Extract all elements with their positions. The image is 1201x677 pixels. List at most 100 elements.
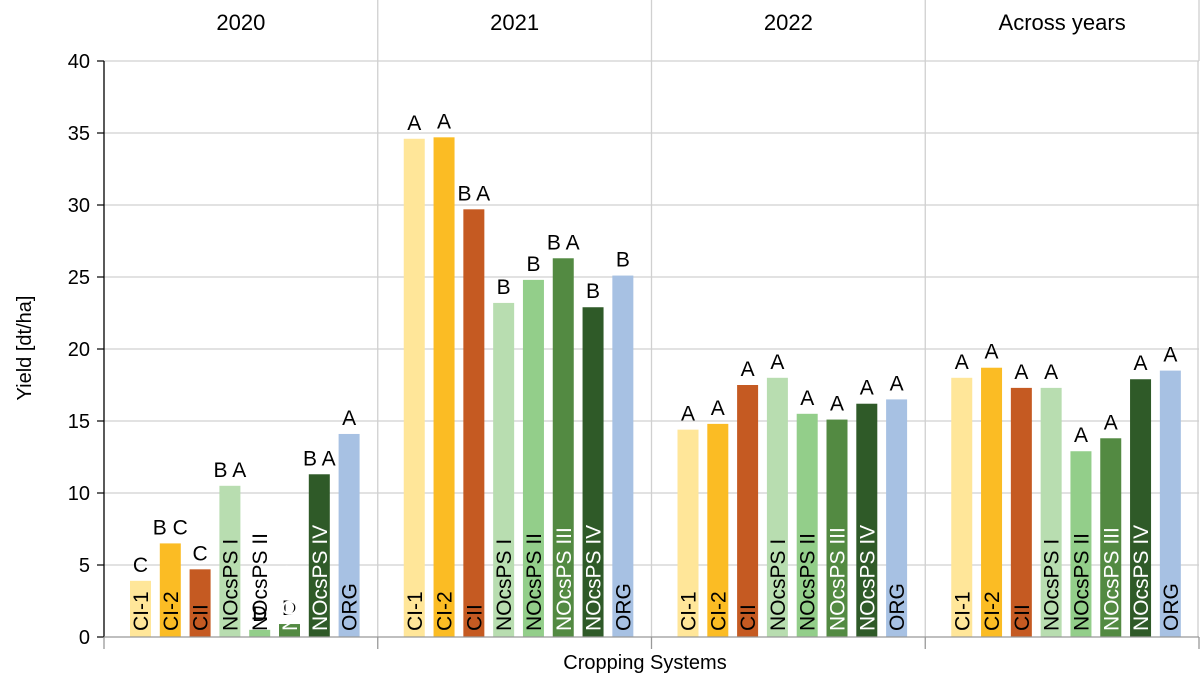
bar-p3-4: [1070, 451, 1092, 637]
category-label-p1-4: NOcsPS II: [523, 533, 546, 631]
category-label-p0-5: NOcsPS III: [279, 527, 302, 631]
category-label-p1-5: NOcsPS III: [553, 527, 576, 631]
bar-p2-6: [856, 403, 878, 637]
significance-letter-p1-7: B: [616, 249, 630, 272]
category-label-p2-5: NOcsPS III: [827, 527, 850, 631]
panel-title-2: 2022: [764, 10, 813, 35]
significance-letter-p3-4: A: [1074, 424, 1088, 447]
y-tick-label-20: 20: [68, 339, 90, 361]
bar-p0-7: [338, 433, 360, 637]
y-tick-label-25: 25: [68, 267, 90, 289]
bar-p1-4: [522, 279, 544, 637]
panel-title-0: 2020: [216, 10, 265, 35]
category-label-p0-2: CII: [190, 604, 213, 631]
bar-p3-2: [1010, 387, 1032, 637]
category-label-p0-3: NOcsPS I: [219, 539, 242, 631]
category-label-p1-0: CI-1: [404, 591, 427, 631]
significance-letter-p3-5: A: [1104, 411, 1118, 434]
category-label-p3-6: NOcsPS IV: [1130, 525, 1153, 631]
category-label-p2-1: CI-2: [707, 591, 730, 631]
bar-p1-7: [612, 275, 634, 637]
significance-letter-p1-1: A: [437, 110, 451, 133]
category-label-p3-3: NOcsPS I: [1041, 539, 1064, 631]
category-label-p3-5: NOcsPS III: [1100, 527, 1123, 631]
bar-p1-2: [463, 209, 485, 637]
significance-letter-p3-0: A: [955, 351, 969, 374]
category-label-p0-0: CI-1: [130, 591, 153, 631]
category-label-p0-6: NOcsPS IV: [309, 525, 332, 631]
significance-letter-p1-5: B A: [547, 231, 580, 254]
category-label-p3-1: CI-2: [981, 591, 1004, 631]
axis-layer: [97, 60, 1200, 649]
y-tick-label-10: 10: [68, 483, 90, 505]
bar-p2-1: [707, 423, 729, 637]
x-axis-title: Cropping Systems: [563, 652, 726, 674]
significance-letter-p2-5: A: [830, 393, 844, 416]
y-tick-label-15: 15: [68, 411, 90, 433]
bar-p1-5: [552, 258, 574, 637]
category-label-p2-6: NOcsPS IV: [856, 525, 879, 631]
panel-title-1: 2021: [490, 10, 539, 35]
significance-letter-p0-4: D: [252, 603, 267, 626]
bar-p0-6: [308, 474, 330, 637]
category-label-p1-6: NOcsPS IV: [583, 525, 606, 631]
significance-letter-p2-6: A: [860, 377, 874, 400]
significance-letter-p0-3: B A: [214, 459, 247, 482]
category-label-p1-3: NOcsPS I: [493, 539, 516, 631]
bar-p3-6: [1130, 379, 1152, 637]
significance-letter-p1-6: B: [586, 280, 600, 303]
significance-letter-p1-0: A: [407, 112, 421, 135]
bar-p0-1: [159, 543, 181, 637]
significance-letter-p3-2: A: [1014, 361, 1028, 384]
text-layer: Cropping Systems Yield [dt/ha] 051015202…: [14, 10, 1183, 674]
bar-p1-0: [403, 138, 425, 637]
category-label-p3-7: ORG: [1160, 583, 1183, 631]
significance-letter-p3-6: A: [1134, 352, 1148, 375]
bar-p3-1: [981, 367, 1003, 637]
significance-letter-p2-3: A: [770, 351, 784, 374]
significance-letter-p1-3: B: [497, 276, 511, 299]
grid-layer: [104, 0, 1200, 637]
bar-p0-2: [189, 569, 211, 637]
significance-letter-p0-5: D: [282, 597, 297, 620]
significance-letter-p2-7: A: [890, 372, 904, 395]
bar-p1-3: [493, 302, 515, 637]
bar-p2-4: [796, 413, 818, 637]
category-label-p1-2: CII: [463, 604, 486, 631]
bar-p2-5: [826, 419, 848, 637]
y-tick-label-40: 40: [68, 51, 90, 73]
y-tick-label-5: 5: [79, 555, 90, 577]
bar-p2-0: [677, 429, 699, 637]
significance-letter-p2-0: A: [681, 403, 695, 426]
category-label-p0-7: ORG: [339, 583, 362, 631]
category-label-p1-1: CI-2: [434, 591, 457, 631]
category-label-p3-0: CI-1: [951, 591, 974, 631]
significance-letter-p2-1: A: [711, 397, 725, 420]
category-label-p2-2: CII: [737, 604, 760, 631]
bar-p2-2: [737, 385, 759, 637]
y-tick-label-30: 30: [68, 195, 90, 217]
category-label-p2-4: NOcsPS II: [797, 533, 820, 631]
significance-letter-p2-2: A: [741, 358, 755, 381]
category-label-p2-0: CI-1: [678, 591, 701, 631]
y-tick-label-0: 0: [79, 627, 90, 649]
bar-p0-3: [219, 485, 241, 637]
bar-p3-7: [1159, 370, 1181, 637]
category-label-p2-7: ORG: [886, 583, 909, 631]
y-axis-title: Yield [dt/ha]: [14, 296, 36, 401]
significance-letter-p3-7: A: [1163, 344, 1177, 367]
y-tick-label-35: 35: [68, 123, 90, 145]
category-label-p1-7: ORG: [612, 583, 635, 631]
bar-p1-1: [433, 137, 455, 637]
bar-p0-5: [279, 624, 300, 637]
significance-letter-p1-4: B: [526, 253, 540, 276]
bar-p3-3: [1040, 387, 1062, 637]
significance-letter-p0-2: C: [193, 542, 208, 565]
bar-p0-0: [130, 580, 151, 637]
category-label-p0-1: CI-2: [160, 591, 183, 631]
significance-letter-p2-4: A: [800, 387, 814, 410]
bar-p2-3: [766, 377, 788, 637]
bar-p2-7: [886, 399, 908, 637]
bars-layer: [130, 137, 1181, 637]
